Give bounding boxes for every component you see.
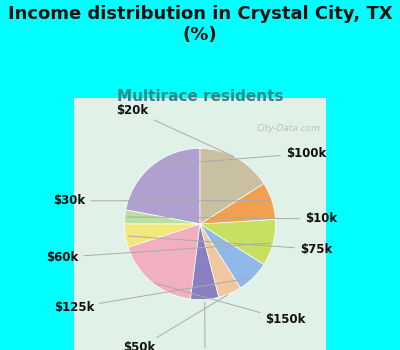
Text: $30k: $30k [53,194,269,207]
Text: $150k: $150k [154,283,306,326]
Wedge shape [200,219,276,265]
Wedge shape [200,148,264,224]
Wedge shape [200,224,240,297]
Wedge shape [200,224,264,288]
Text: Income distribution in Crystal City, TX
(%): Income distribution in Crystal City, TX … [8,5,392,44]
Wedge shape [126,148,200,224]
Wedge shape [128,224,200,299]
Text: $75k: $75k [128,236,332,256]
Wedge shape [124,224,200,247]
Wedge shape [190,224,219,300]
Text: $100k: $100k [154,147,326,166]
Text: Multirace residents: Multirace residents [117,89,283,104]
Text: $60k: $60k [46,243,270,264]
Text: City-Data.com: City-Data.com [256,124,320,133]
Wedge shape [200,183,276,224]
Text: $20k: $20k [116,104,234,156]
Text: $125k: $125k [54,278,251,314]
Text: $50k: $50k [123,295,228,350]
Text: $40k: $40k [189,302,221,350]
Wedge shape [124,210,200,224]
Text: $10k: $10k [128,212,337,225]
